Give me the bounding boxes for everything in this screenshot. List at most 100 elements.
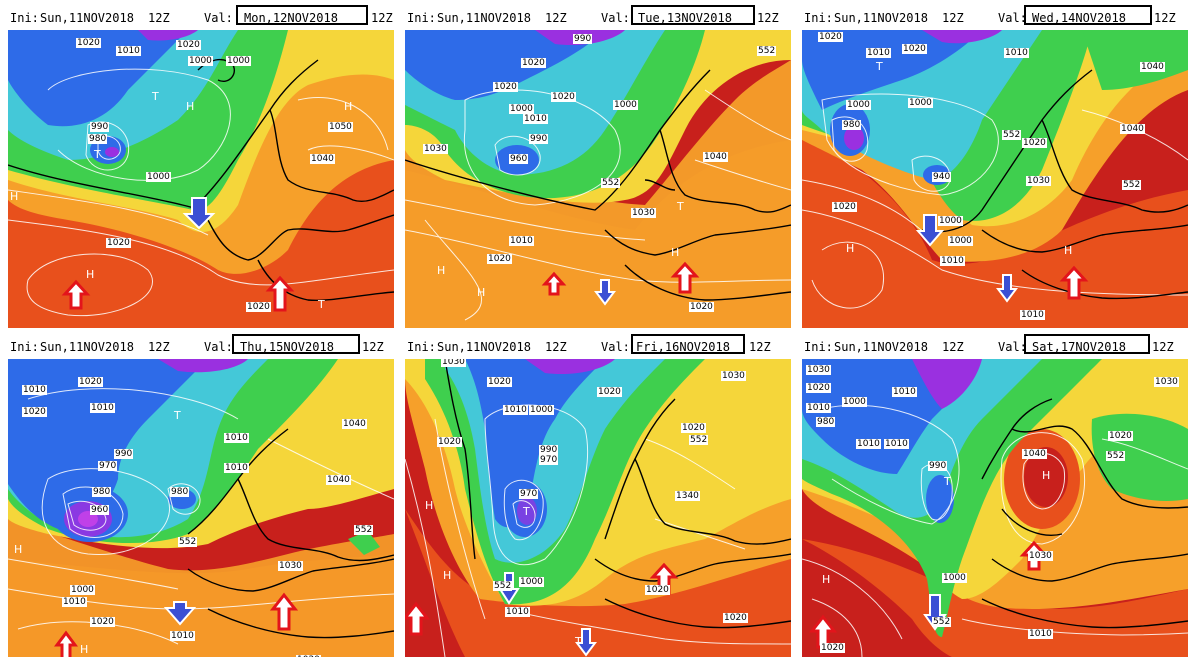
isobar-label: 1010 — [940, 256, 965, 266]
isobar-label: 1000 — [529, 405, 554, 415]
low-marker: T — [677, 200, 684, 213]
isobar-label: 1030 — [423, 144, 448, 154]
valid-date-box — [232, 334, 360, 354]
isobar-label: 1020 — [78, 377, 103, 387]
val-label: Val: — [601, 340, 630, 354]
ini-label: Ini: — [10, 340, 39, 354]
ini-label: Ini: — [407, 340, 436, 354]
isobar-label: 990 — [90, 122, 110, 132]
pressure-map: 1020 1010 1020 1000 1000 990 980 1050 10… — [8, 30, 394, 328]
isobar-label: 1010 — [170, 631, 195, 641]
valid-hour: 12Z — [362, 340, 384, 354]
isobar-label: 1020 — [551, 92, 576, 102]
isobar-label: 1030 — [721, 371, 746, 381]
panel-header: Ini: Sun,11NOV2018 12Z Val: Thu,15NOV201… — [8, 329, 394, 359]
isobar-label: 1010 — [90, 403, 115, 413]
valid-hour: 12Z — [1154, 11, 1176, 25]
panel-header: Ini: Sun,11NOV2018 12Z Val: Mon,12NOV201… — [8, 0, 394, 30]
blue-down-arrow — [915, 214, 945, 247]
isobar-label: 552 — [354, 525, 374, 535]
isobar-label: 1020 — [487, 254, 512, 264]
red-up-arrow — [61, 279, 91, 310]
low-marker: T — [944, 475, 951, 488]
ini-date: Sun,11NOV2018 — [437, 340, 531, 354]
isobar-label: 1040 — [326, 475, 351, 485]
high-marker: H — [10, 190, 19, 203]
isobar-label: 552 — [932, 617, 952, 627]
isobar-label: 970 — [519, 489, 539, 499]
ini-label: Ini: — [804, 11, 833, 25]
valid-hour: 12Z — [757, 11, 779, 25]
red-up-arrow — [541, 271, 567, 296]
low-marker: T — [94, 148, 101, 161]
isobar-label: 980 — [816, 417, 836, 427]
valid-date-box — [631, 334, 745, 354]
isobar-label: 1010 — [62, 597, 87, 607]
high-marker: H — [1042, 469, 1051, 482]
isobar-label: 1000 — [70, 585, 95, 595]
isobar-label: 1040 — [1120, 124, 1145, 134]
isobar-label: 1020 — [723, 613, 748, 623]
isobar-label: 1010 — [116, 46, 141, 56]
high-marker: H — [1064, 244, 1073, 257]
isobar-label: 1010 — [884, 439, 909, 449]
pressure-map: 1030 1020 1020 1030 1010 1000 1020 1020 … — [405, 359, 791, 657]
isobar-label: 990 — [573, 34, 593, 44]
isobar-label: 1000 — [188, 56, 213, 66]
isobar-label: 1000 — [846, 100, 871, 110]
isobar-label: 1030 — [1026, 176, 1051, 186]
isobar-label: 980 — [92, 487, 112, 497]
isobar-label: 1010 — [503, 405, 528, 415]
map-panel-2: Ini: Sun,11NOV2018 12Z Val: Tue,13NOV201… — [405, 0, 791, 328]
isobar-label: 1010 — [866, 48, 891, 58]
low-marker: T — [876, 60, 883, 73]
ini-date: Sun,11NOV2018 — [40, 340, 134, 354]
isobar-label: 1020 — [106, 238, 131, 248]
isobar-label: 552 — [601, 178, 621, 188]
val-label: Val: — [601, 11, 630, 25]
isobar-label: 1050 — [328, 122, 353, 132]
high-marker: H — [14, 543, 23, 556]
ini-hour: 12Z — [148, 340, 170, 354]
blue-down-arrow — [594, 279, 616, 306]
red-up-arrow — [670, 261, 700, 294]
map-panel-4: Ini: Sun,11NOV2018 12Z Val: Thu,15NOV201… — [8, 329, 394, 657]
isobar-label: 1010 — [224, 463, 249, 473]
high-marker: H — [425, 499, 434, 512]
pressure-map: 1020 1010 1020 1010 1040 1000 980 1000 1… — [802, 30, 1188, 328]
ini-date: Sun,11NOV2018 — [40, 11, 134, 25]
ini-date: Sun,11NOV2018 — [437, 11, 531, 25]
isobar-label: 980 — [88, 134, 108, 144]
valid-date-box — [1024, 334, 1150, 354]
valid-hour: 12Z — [371, 11, 393, 25]
red-up-arrow — [1059, 265, 1089, 300]
isobar-label: 1020 — [645, 585, 670, 595]
ini-date: Sun,11NOV2018 — [834, 340, 928, 354]
blue-down-arrow — [575, 628, 597, 657]
ini-hour: 12Z — [942, 11, 964, 25]
isobar-label: 1020 — [90, 617, 115, 627]
isobar-label: 1000 — [908, 98, 933, 108]
isobar-label: 1000 — [613, 100, 638, 110]
isobar-label: 1020 — [806, 383, 831, 393]
isobar-label: 970 — [98, 461, 118, 471]
isobar-label: 1340 — [675, 491, 700, 501]
isobar-label: 1020 — [76, 38, 101, 48]
blue-down-arrow — [163, 601, 197, 626]
map-panel-3: Ini: Sun,11NOV2018 12Z Val: Wed,14NOV201… — [802, 0, 1188, 328]
isobar-label: 990 — [928, 461, 948, 471]
val-label: Val: — [204, 11, 233, 25]
isobar-label: 1020 — [1108, 431, 1133, 441]
isobar-label: 960 — [509, 154, 529, 164]
isobar-label: 1020 — [832, 202, 857, 212]
isobar-label: 1010 — [1020, 310, 1045, 320]
high-marker: H — [671, 246, 680, 259]
isobar-label: 990 — [114, 449, 134, 459]
isobar-label: 1010 — [505, 607, 530, 617]
low-marker: T — [575, 635, 582, 648]
isobar-label: 960 — [90, 505, 110, 515]
isobar-label: 1010 — [1004, 48, 1029, 58]
isobar-label: 1020 — [176, 40, 201, 50]
val-label: Val: — [998, 11, 1027, 25]
high-marker: H — [80, 643, 89, 656]
